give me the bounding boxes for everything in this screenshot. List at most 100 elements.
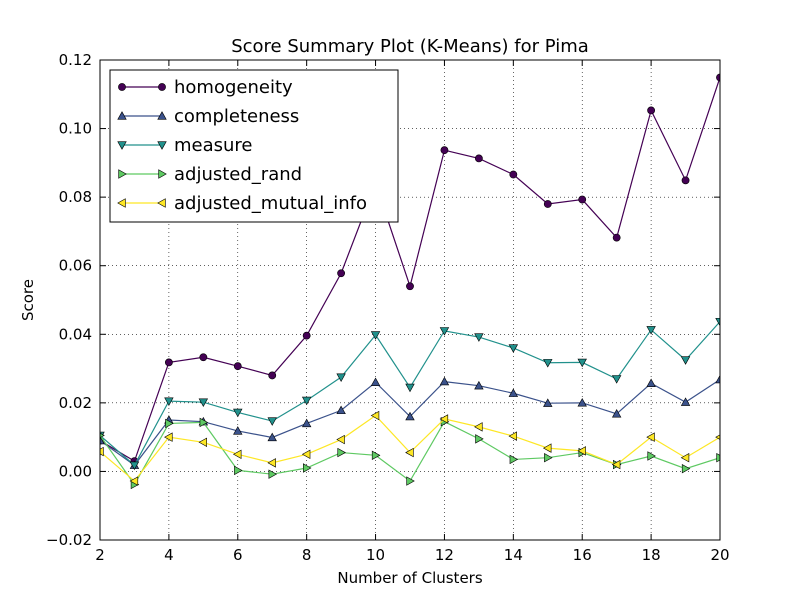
legend-marker-measure [157, 141, 167, 150]
data-point-adjusted-rand [303, 463, 312, 473]
legend-marker-measure [117, 141, 127, 150]
data-point-measure [370, 331, 381, 340]
data-point-completeness [336, 405, 346, 415]
data-point-completeness [680, 397, 691, 406]
legend-marker-homogeneity [158, 83, 166, 91]
data-point-adjusted-mutual-info [301, 449, 311, 459]
data-point-completeness [405, 411, 415, 421]
data-point-homogeneity [164, 358, 173, 367]
x-tick-label: 8 [302, 546, 312, 564]
series-layer [100, 73, 720, 490]
data-point-measure [611, 375, 622, 384]
data-point-adjusted-rand [234, 465, 243, 476]
x-tick-label: 10 [366, 546, 385, 564]
data-point-adjusted-rand [268, 469, 278, 479]
data-point-completeness [577, 398, 587, 407]
legend-marker-adjusted-rand [158, 169, 167, 179]
data-point-adjusted-mutual-info [198, 437, 207, 447]
data-point-adjusted-mutual-info [474, 422, 483, 432]
data-point-measure [680, 356, 691, 365]
data-point-measure [474, 333, 484, 342]
data-point-measure [577, 358, 587, 368]
legend-box [109, 69, 399, 223]
data-point-adjusted-rand [544, 453, 553, 463]
data-point-adjusted-rand [165, 418, 174, 429]
series-measure [100, 317, 720, 471]
x-axis-title: Number of Clusters [337, 569, 482, 587]
legend-marker-completeness [117, 111, 127, 120]
x-tick-label: 4 [164, 546, 174, 564]
legend-marker-adjusted-mutual-info [157, 198, 166, 208]
x-tick-label: 12 [435, 546, 454, 564]
data-point-adjusted-rand [199, 417, 209, 428]
y-tick-label: 0.02 [59, 394, 92, 412]
data-point-homogeneity [681, 176, 690, 185]
data-point-adjusted-mutual-info [646, 432, 655, 442]
data-point-completeness [715, 374, 720, 384]
legend-label-completeness: completeness [174, 106, 299, 127]
data-point-homogeneity [716, 73, 720, 82]
data-point-adjusted-mutual-info [232, 449, 242, 459]
data-point-adjusted-mutual-info [370, 410, 380, 421]
data-point-homogeneity [474, 154, 483, 163]
x-tick-label: 14 [504, 546, 523, 564]
data-point-completeness [301, 418, 312, 428]
data-point-adjusted-mutual-info [267, 458, 276, 468]
data-point-homogeneity [578, 195, 587, 204]
data-point-adjusted-rand [647, 451, 656, 461]
data-point-measure [336, 373, 346, 382]
data-point-homogeneity [647, 106, 656, 115]
legend-marker-adjusted-mutual-info [117, 198, 126, 208]
ticks: 2 4 6 8 10 12 14 16 18 20 −0.02 0.00 0.02 0.04 0.06 0.0… [46, 51, 730, 564]
y-tick-label: 0.00 [59, 462, 92, 480]
data-point-measure [646, 326, 656, 335]
data-point-adjusted-mutual-info [542, 443, 552, 453]
y-tick-label: 0.12 [59, 51, 92, 69]
data-point-adjusted-mutual-info [100, 446, 104, 457]
series-adjusted-mutual-info [100, 410, 720, 486]
data-point-measure [508, 344, 519, 353]
data-point-homogeneity [509, 170, 518, 179]
y-tick-label: 0.10 [59, 120, 92, 138]
data-point-adjusted-mutual-info [577, 446, 586, 456]
data-point-completeness [474, 380, 484, 390]
data-point-completeness [646, 378, 656, 387]
plot-frame [99, 59, 721, 541]
y-tick-label: 0.06 [59, 257, 92, 275]
data-point-homogeneity [302, 331, 311, 340]
series-homogeneity [100, 73, 720, 466]
x-tick-label: 2 [95, 546, 105, 564]
data-point-homogeneity [612, 233, 621, 242]
legend-label-homogeneity: homogeneity [174, 77, 293, 98]
data-point-adjusted-mutual-info [405, 447, 414, 458]
data-point-homogeneity [440, 146, 449, 155]
data-point-homogeneity [543, 200, 552, 208]
data-point-adjusted-mutual-info [439, 414, 449, 424]
data-point-completeness [543, 398, 553, 407]
data-point-measure [543, 359, 553, 368]
data-point-adjusted-rand [337, 447, 346, 458]
data-point-measure [301, 396, 312, 406]
data-point-measure [233, 408, 243, 418]
y-tick-label: 0.04 [59, 325, 92, 343]
data-point-homogeneity [406, 282, 414, 291]
x-tick-label: 16 [573, 546, 592, 564]
data-point-completeness [508, 388, 519, 397]
y-axis-title: Score [19, 279, 37, 321]
data-point-measure [129, 461, 140, 471]
x-tick-label: 6 [233, 546, 243, 564]
grid-lines [100, 60, 720, 540]
data-point-measure [405, 383, 415, 393]
data-point-completeness [233, 426, 243, 435]
data-point-completeness [439, 376, 450, 386]
data-point-adjusted-mutual-info [336, 434, 345, 445]
y-tick-label: 0.08 [59, 188, 92, 206]
data-point-measure [439, 327, 450, 336]
x-tick-label: 18 [642, 546, 661, 564]
legend-label-adjusted-rand: adjusted_rand [174, 164, 302, 185]
data-point-completeness [611, 409, 622, 418]
legend-label-adjusted-mutual-info: adjusted_mutual_info [174, 193, 367, 214]
data-point-completeness [100, 435, 105, 445]
data-point-adjusted-rand [716, 453, 720, 463]
plot-area: 2 4 6 8 10 12 14 16 18 20 −0.02 0.00 0.02 0.04 0.06 0.0… [46, 51, 730, 564]
